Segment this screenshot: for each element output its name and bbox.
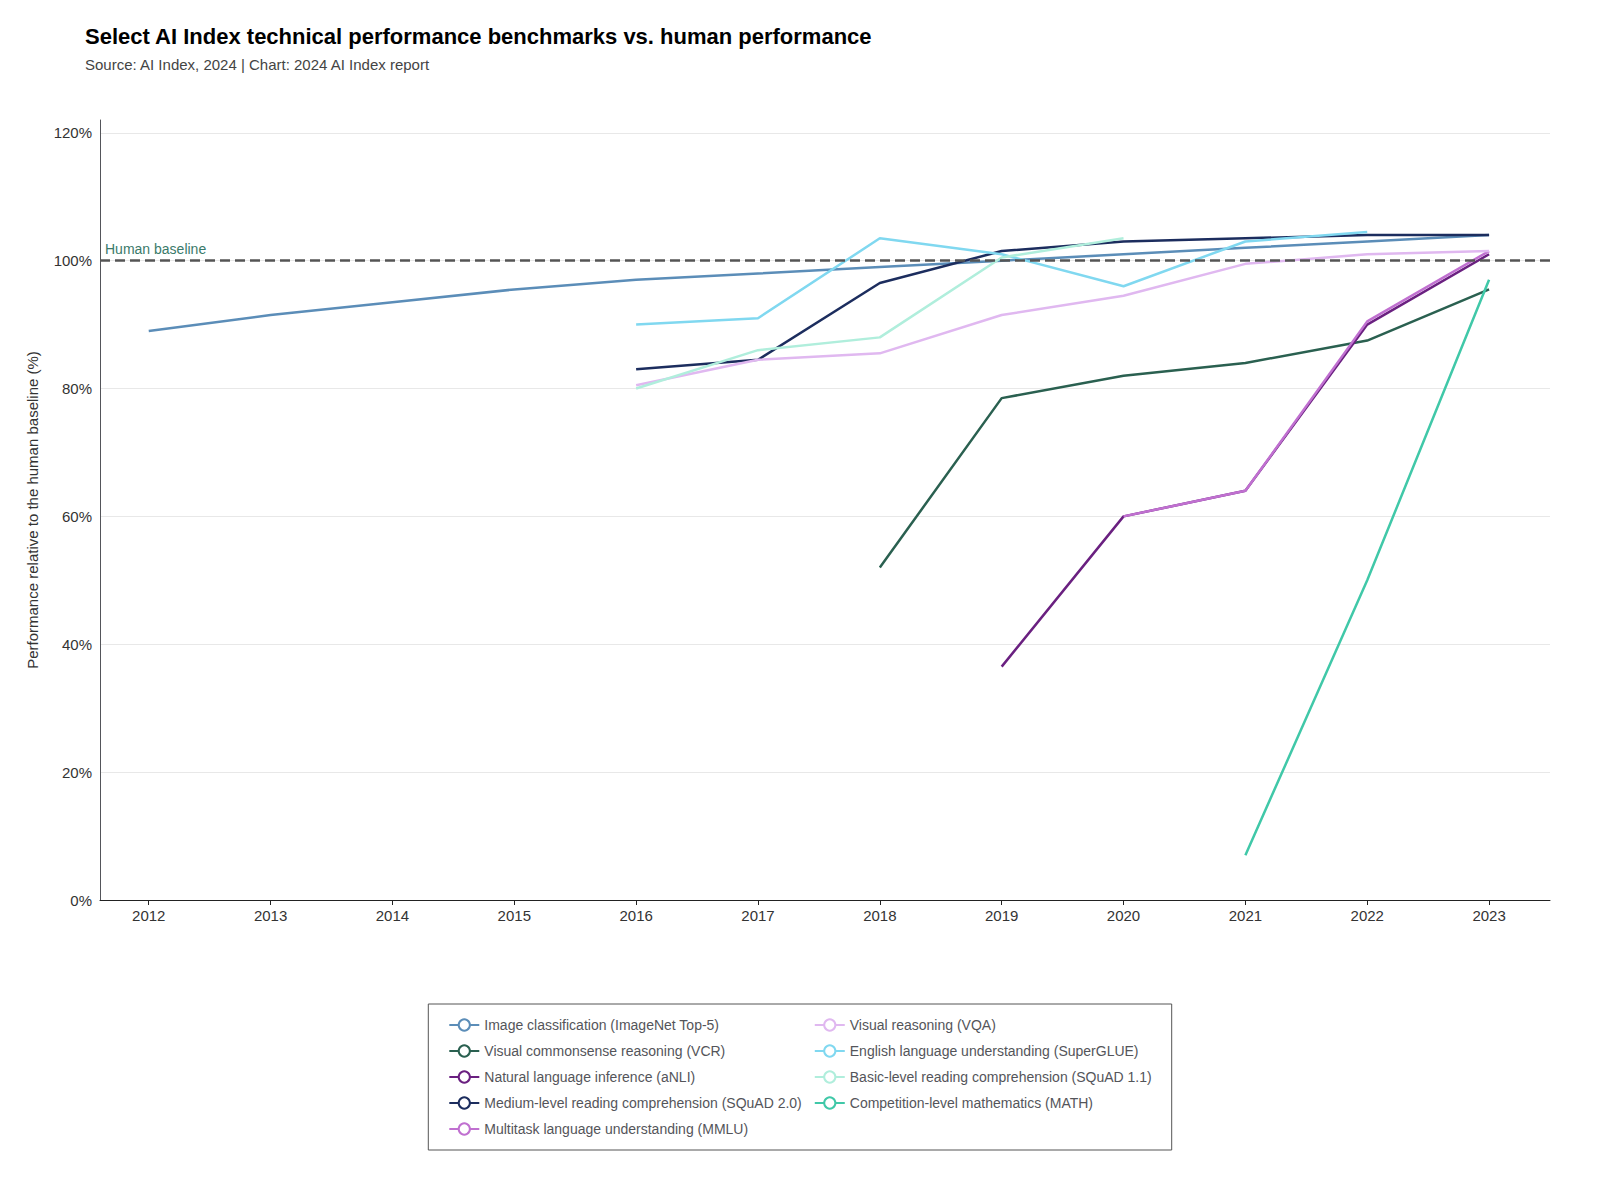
svg-text:2015: 2015: [498, 907, 531, 924]
svg-text:2018: 2018: [863, 907, 896, 924]
svg-text:English language understanding: English language understanding (SuperGLU…: [850, 1043, 1139, 1059]
svg-text:Visual reasoning (VQA): Visual reasoning (VQA): [850, 1017, 996, 1033]
svg-text:Source: AI Index, 2024 | Chart: Source: AI Index, 2024 | Chart: 2024 AI …: [85, 56, 430, 73]
svg-text:Image classification (ImageNet: Image classification (ImageNet Top-5): [484, 1017, 719, 1033]
svg-text:Competition-level mathematics: Competition-level mathematics (MATH): [850, 1095, 1093, 1111]
svg-text:20%: 20%: [62, 764, 92, 781]
svg-text:2012: 2012: [132, 907, 165, 924]
svg-text:2020: 2020: [1107, 907, 1140, 924]
svg-text:0%: 0%: [70, 892, 92, 909]
svg-text:100%: 100%: [54, 252, 92, 269]
svg-text:2016: 2016: [619, 907, 652, 924]
svg-text:40%: 40%: [62, 636, 92, 653]
svg-text:Natural language inference (aN: Natural language inference (aNLI): [484, 1069, 695, 1085]
svg-text:Basic-level reading comprehens: Basic-level reading comprehension (SQuAD…: [850, 1069, 1152, 1085]
svg-text:Medium-level reading comprehen: Medium-level reading comprehension (SQuA…: [484, 1095, 801, 1111]
svg-text:2023: 2023: [1472, 907, 1505, 924]
svg-text:60%: 60%: [62, 508, 92, 525]
svg-text:Select AI Index technical perf: Select AI Index technical performance be…: [85, 24, 872, 49]
svg-text:2017: 2017: [741, 907, 774, 924]
svg-text:2022: 2022: [1351, 907, 1384, 924]
svg-text:Visual commonsense reasoning (: Visual commonsense reasoning (VCR): [484, 1043, 725, 1059]
svg-text:2021: 2021: [1229, 907, 1262, 924]
svg-text:2019: 2019: [985, 907, 1018, 924]
svg-text:120%: 120%: [54, 124, 92, 141]
svg-text:80%: 80%: [62, 380, 92, 397]
svg-text:2013: 2013: [254, 907, 287, 924]
svg-text:Multitask language understandi: Multitask language understanding (MMLU): [484, 1121, 748, 1137]
svg-text:Human baseline: Human baseline: [105, 241, 206, 257]
svg-text:Performance relative to the hu: Performance relative to the human baseli…: [24, 351, 41, 669]
svg-text:2014: 2014: [376, 907, 409, 924]
